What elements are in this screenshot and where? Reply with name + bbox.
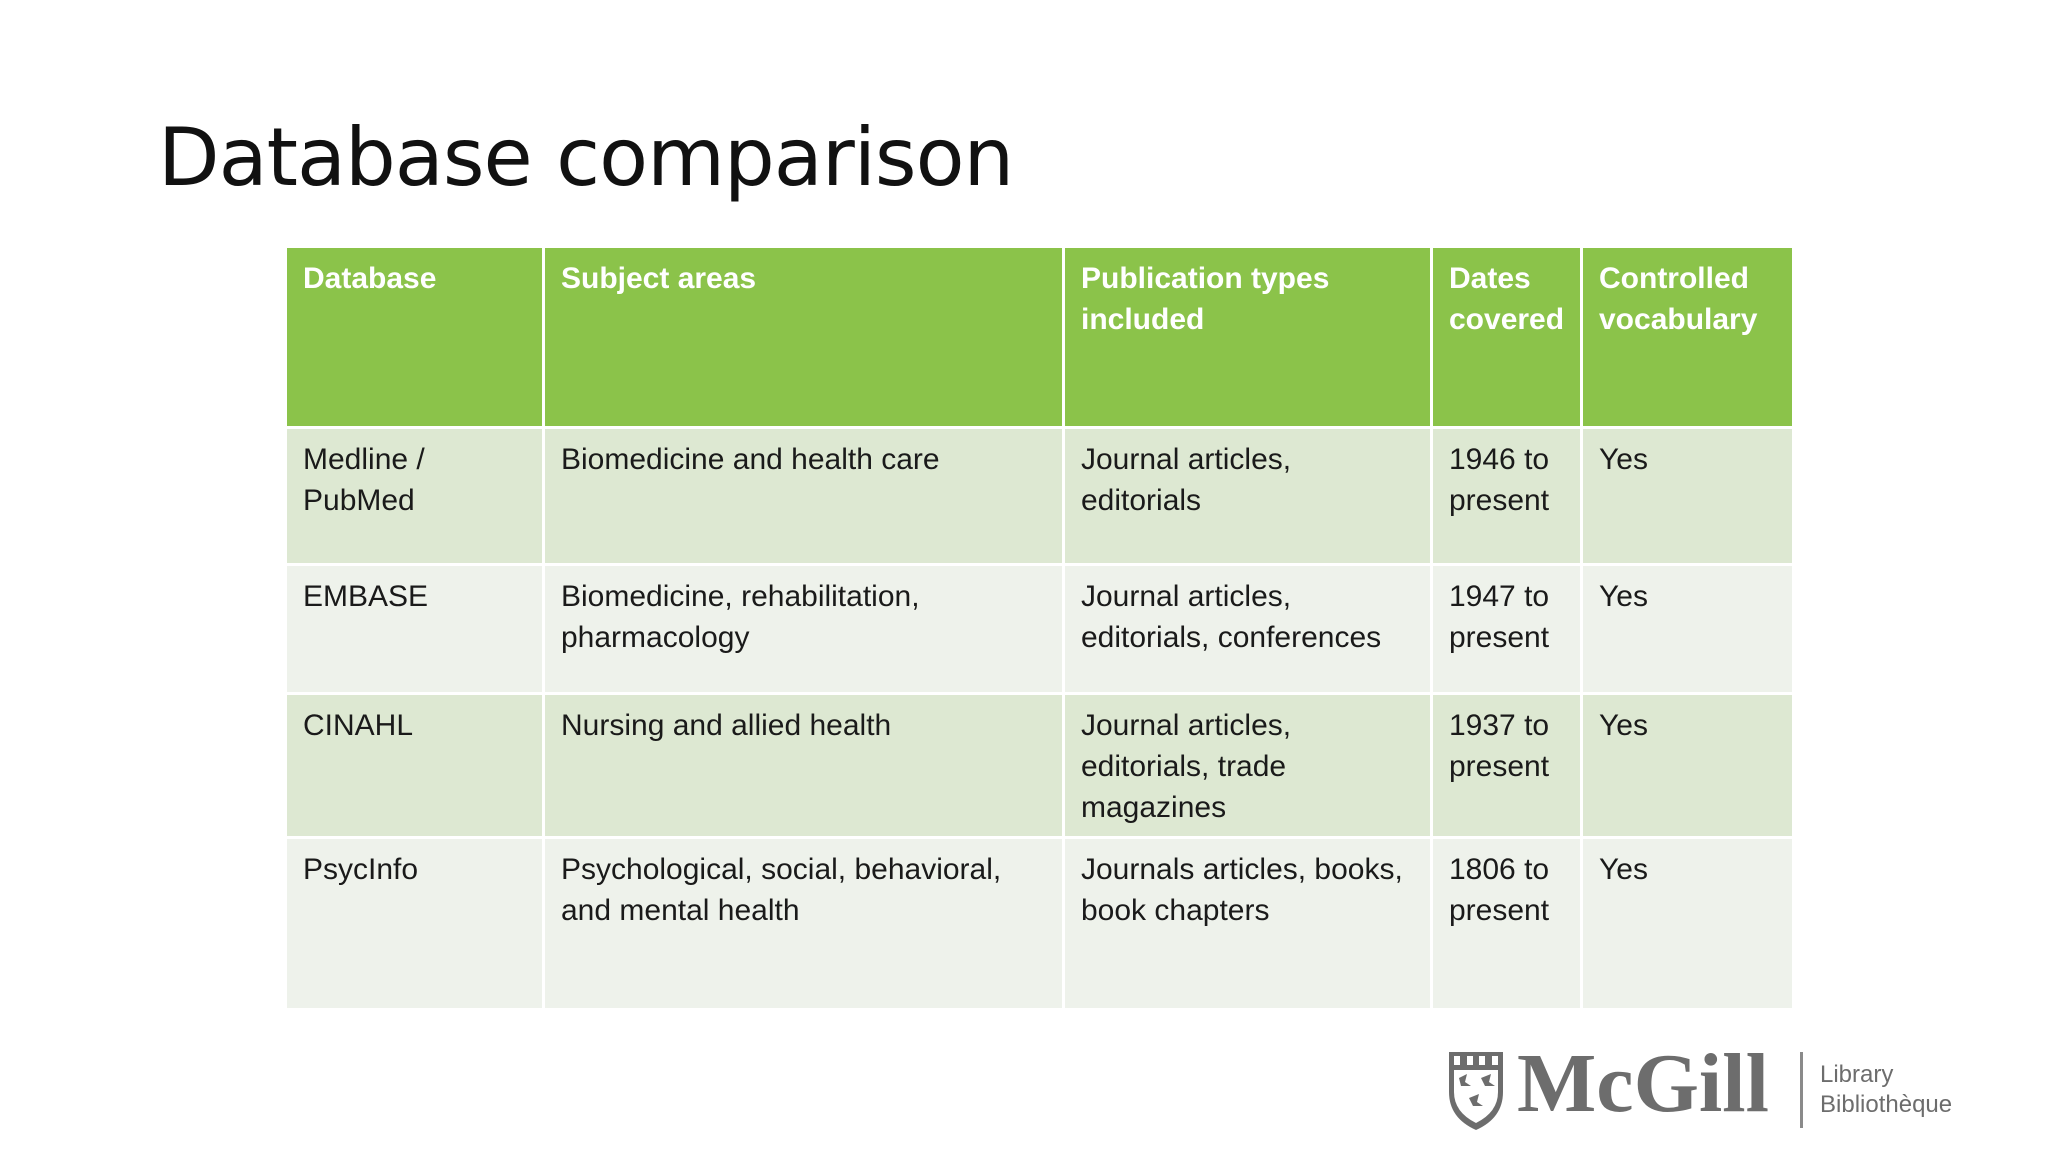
- cell-database: Medline / PubMed: [284, 426, 545, 566]
- cell-subject-areas: Psychological, social, behavioral, and m…: [542, 836, 1065, 1011]
- logo-divider: [1800, 1052, 1803, 1128]
- library-label-en: Library: [1820, 1061, 1894, 1088]
- table-row: EMBASE Biomedicine, rehabilitation, phar…: [284, 563, 1795, 695]
- header-controlled-vocabulary: Controlled vocabulary: [1580, 245, 1795, 429]
- cell-subject-areas: Biomedicine, rehabilitation, pharmacolog…: [542, 563, 1065, 695]
- cell-controlled-vocabulary: Yes: [1580, 836, 1795, 1011]
- cell-database: CINAHL: [284, 692, 545, 839]
- cell-dates-covered: 1946 to present: [1430, 426, 1583, 566]
- cell-publication-types: Journals articles, books, book chapters: [1062, 836, 1433, 1011]
- cell-dates-covered: 1947 to present: [1430, 563, 1583, 695]
- library-label-fr: Bibliothèque: [1820, 1091, 1953, 1118]
- cell-database: PsycInfo: [284, 836, 545, 1011]
- table-row: Medline / PubMed Biomedicine and health …: [284, 426, 1795, 566]
- cell-controlled-vocabulary: Yes: [1580, 692, 1795, 839]
- cell-dates-covered: 1937 to present: [1430, 692, 1583, 839]
- library-label: Library Bibliothèque: [1820, 1060, 1952, 1120]
- header-database: Database: [284, 245, 545, 429]
- mcgill-wordmark: McGill: [1517, 1037, 1769, 1130]
- cell-database: EMBASE: [284, 563, 545, 695]
- cell-subject-areas: Biomedicine and health care: [542, 426, 1065, 566]
- cell-controlled-vocabulary: Yes: [1580, 563, 1795, 695]
- mcgill-crest-icon: [1449, 1052, 1503, 1130]
- cell-publication-types: Journal articles, editorials, conference…: [1062, 563, 1433, 695]
- cell-subject-areas: Nursing and allied health: [542, 692, 1065, 839]
- table-header-row: Database Subject areas Publication types…: [284, 245, 1795, 429]
- cell-controlled-vocabulary: Yes: [1580, 426, 1795, 566]
- cell-dates-covered: 1806 to present: [1430, 836, 1583, 1011]
- slide-title: Database comparison: [158, 111, 1014, 204]
- cell-publication-types: Journal articles, editorials, trade maga…: [1062, 692, 1433, 839]
- header-dates-covered: Dates covered: [1430, 245, 1583, 429]
- comparison-table: Database Subject areas Publication types…: [284, 245, 1795, 1011]
- header-subject-areas: Subject areas: [542, 245, 1065, 429]
- cell-publication-types: Journal articles, editorials: [1062, 426, 1433, 566]
- header-publication-types: Publication types included: [1062, 245, 1433, 429]
- table-row: CINAHL Nursing and allied health Journal…: [284, 692, 1795, 839]
- mcgill-library-logo: McGill Library Bibliothèque: [1445, 1042, 1975, 1132]
- table-row: PsycInfo Psychological, social, behavior…: [284, 836, 1795, 1011]
